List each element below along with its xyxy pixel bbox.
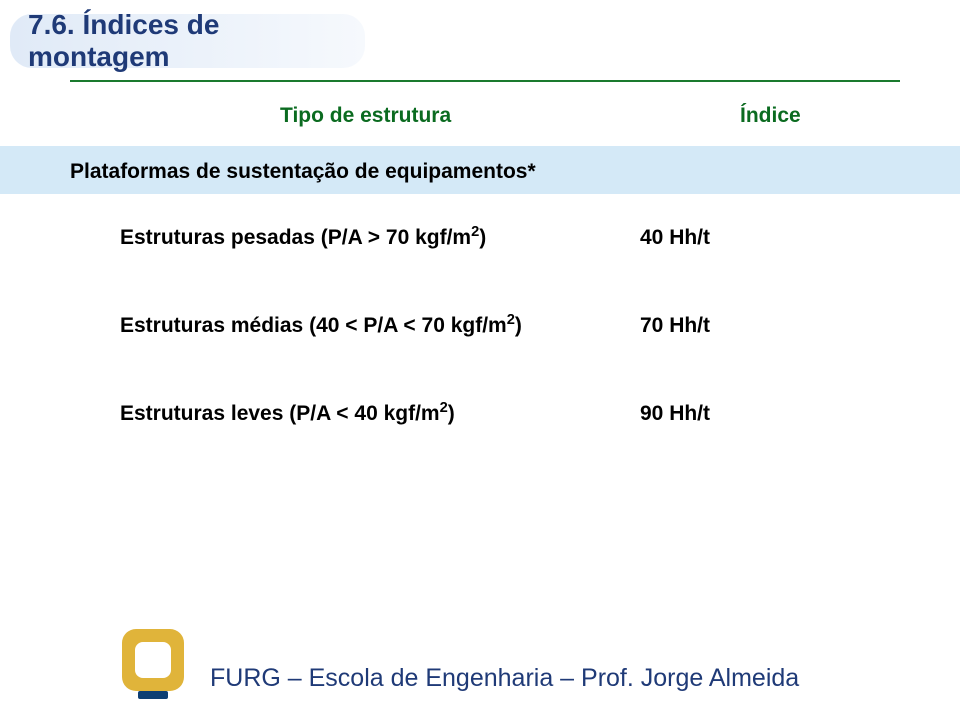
section-label: Plataformas de sustentação de equipament… — [70, 160, 536, 183]
footer-text: FURG – Escola de Engenharia – Prof. Jorg… — [210, 664, 799, 703]
row-value: 40 Hh/t — [640, 226, 840, 250]
column-headers: Tipo de estrutura Índice — [0, 104, 960, 128]
divider-line — [70, 80, 900, 82]
row-label: Estruturas leves (P/A < 40 kgf/m2) — [120, 402, 640, 426]
footer: FURG – Escola de Engenharia – Prof. Jorg… — [0, 629, 960, 703]
row-label: Estruturas médias (40 < P/A < 70 kgf/m2) — [120, 314, 640, 338]
logo-inner — [135, 642, 171, 678]
row-value: 90 Hh/t — [640, 402, 840, 426]
col-header-index: Índice — [740, 104, 890, 128]
index-table: Tipo de estrutura Índice Plataformas de … — [0, 104, 960, 458]
table-row: Estruturas médias (40 < P/A < 70 kgf/m2)… — [0, 282, 960, 370]
section-row: Plataformas de sustentação de equipament… — [0, 146, 960, 194]
col-header-type: Tipo de estrutura — [280, 104, 630, 128]
row-label: Estruturas pesadas (P/A > 70 kgf/m2) — [120, 226, 640, 250]
table-row: Estruturas leves (P/A < 40 kgf/m2) 90 Hh… — [0, 370, 960, 458]
logo-base — [138, 691, 168, 699]
title-banner: 7.6. Índices de montagem — [10, 14, 365, 68]
row-value: 70 Hh/t — [640, 314, 840, 338]
logo-icon — [116, 629, 190, 703]
page-title: 7.6. Índices de montagem — [28, 9, 365, 73]
table-row: Estruturas pesadas (P/A > 70 kgf/m2) 40 … — [0, 194, 960, 282]
